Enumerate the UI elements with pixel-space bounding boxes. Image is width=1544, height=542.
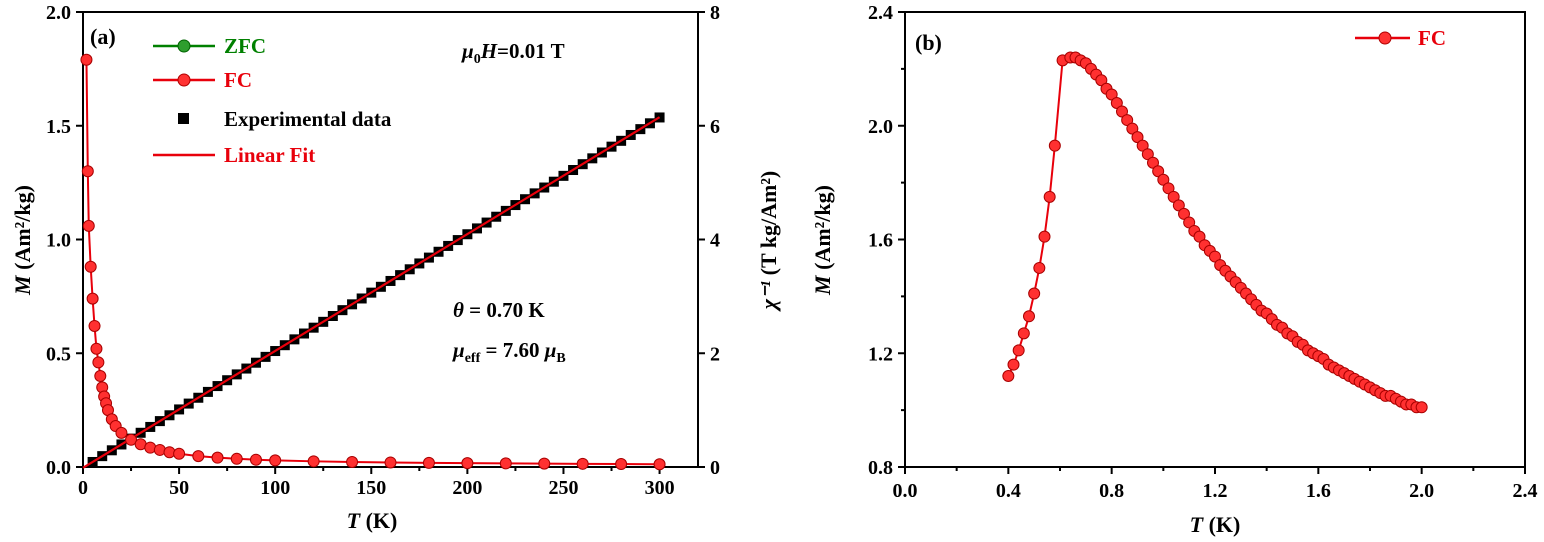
fc-point-a bbox=[86, 292, 99, 305]
y-tick-label-a: 1.0 bbox=[46, 230, 71, 252]
y2-tick-label-a: 4 bbox=[710, 230, 720, 252]
x-tick-label-a: 50 bbox=[169, 477, 189, 499]
fc-point-a bbox=[211, 451, 224, 464]
fc-point-a bbox=[384, 456, 397, 469]
y2-tick-label-a: 8 bbox=[710, 2, 720, 24]
fc-point-a bbox=[653, 458, 666, 471]
fc-point-a bbox=[90, 342, 103, 355]
fc-point-a bbox=[461, 457, 474, 470]
x-tick-label-b: 2.0 bbox=[1409, 480, 1434, 502]
fc-point-a bbox=[88, 319, 101, 332]
legend-exp-label: Experimental data bbox=[224, 107, 392, 131]
x-tick-label-a: 200 bbox=[452, 477, 482, 499]
fc-point-b bbox=[1017, 327, 1030, 340]
fc-point-a bbox=[538, 457, 551, 470]
fc-point-a bbox=[115, 426, 128, 439]
x-tick-label-b: 1.2 bbox=[1203, 480, 1228, 502]
fc-point-b bbox=[1038, 230, 1051, 243]
fc-point-a bbox=[81, 165, 94, 178]
legend-zfc-marker bbox=[177, 39, 191, 53]
x-tick-label-b: 2.4 bbox=[1513, 480, 1538, 502]
fc-point-a bbox=[499, 457, 512, 470]
y-tick-label-a: 1.5 bbox=[46, 116, 71, 138]
fc-point-a bbox=[80, 53, 93, 66]
y-axis-label-b: M (Am²/kg) bbox=[810, 185, 835, 296]
fc-point-a bbox=[82, 219, 95, 232]
theta-annotation: θ = 0.70 K bbox=[453, 298, 545, 322]
fc-point-a bbox=[307, 455, 320, 468]
x-tick-label-b: 0.8 bbox=[1099, 480, 1124, 502]
legend-fc-label: FC bbox=[224, 68, 252, 92]
fc-point-b bbox=[1012, 344, 1025, 357]
fc-point-a bbox=[125, 433, 138, 446]
panel-label-b: (b) bbox=[915, 30, 942, 55]
fc-point-b bbox=[1415, 401, 1428, 414]
plot-frame-b bbox=[904, 11, 1526, 468]
legend-b-fc-label: FC bbox=[1418, 26, 1446, 50]
x-axis-label-b: T (K) bbox=[1190, 512, 1241, 537]
y2-tick-label-a: 2 bbox=[710, 343, 720, 365]
y-tick-label-b: 2.0 bbox=[868, 116, 893, 138]
y-tick-label-b: 0.8 bbox=[868, 457, 893, 479]
fc-point-b bbox=[1007, 358, 1020, 371]
legend-b-fc-marker bbox=[1378, 31, 1392, 45]
fc-point-a bbox=[94, 370, 107, 382]
fc-point-a bbox=[249, 453, 262, 466]
linear-fit-line bbox=[82, 116, 661, 469]
y-axis-label-a: M (Am²/kg) bbox=[10, 185, 35, 296]
fc-point-a bbox=[192, 450, 205, 463]
mueff-annotation: μeff = 7.60 μB bbox=[452, 338, 566, 366]
y-tick-label-b: 1.2 bbox=[868, 343, 893, 365]
fc-point-a bbox=[576, 457, 589, 470]
fc-point-b bbox=[1028, 287, 1041, 300]
legend-zfc-label: ZFC bbox=[224, 34, 266, 58]
legend-b: FC bbox=[1355, 26, 1446, 50]
fc-point-b bbox=[1048, 139, 1061, 152]
y-tick-label-a: 0.0 bbox=[46, 457, 71, 479]
fc-point-a bbox=[92, 356, 105, 369]
x-tick-label-a: 0 bbox=[78, 477, 88, 499]
x-tick-label-a: 300 bbox=[645, 477, 675, 499]
y-tick-label-a: 2.0 bbox=[46, 2, 71, 24]
y2-axis-label-a: χ⁻¹ (T kg/Am²) bbox=[756, 171, 781, 313]
x-tick-label-b: 0.4 bbox=[996, 480, 1021, 502]
field-annotation: μ0H=0.01 T bbox=[461, 39, 565, 67]
fc-point-a bbox=[269, 454, 282, 467]
x-tick-label-a: 150 bbox=[356, 477, 386, 499]
x-tick-label-a: 100 bbox=[260, 477, 290, 499]
panel-a: 0 50 100 150 200 250 300 0.0 0.5 1.0 1.5 2.0 0 2 4 6 8 (… bbox=[10, 2, 781, 533]
x-tick-label-b: 0.0 bbox=[893, 480, 918, 502]
fc-point-b bbox=[1023, 310, 1035, 323]
y-tick-label-b: 1.6 bbox=[868, 230, 893, 252]
legend-a: ZFC FC Experimental data Linear Fit bbox=[153, 34, 392, 167]
legend-fc-marker bbox=[177, 73, 191, 87]
fc-point-a bbox=[346, 455, 359, 468]
x-tick-label-a: 250 bbox=[548, 477, 578, 499]
panel-b: 0.0 0.4 0.8 1.2 1.6 2.0 2.4 0.8 1.2 1.6 2.0 2.4 (b)… bbox=[810, 2, 1538, 537]
fc-point-b bbox=[1043, 190, 1056, 203]
fc-point-b bbox=[1033, 261, 1046, 274]
fc-point-a bbox=[615, 458, 628, 471]
fc-point-a bbox=[173, 447, 186, 460]
fc-point-a bbox=[84, 260, 97, 273]
fc-point-a bbox=[230, 452, 243, 465]
y-tick-label-a: 0.5 bbox=[46, 343, 71, 365]
fc-point-b bbox=[1002, 370, 1015, 382]
y2-tick-label-a: 0 bbox=[710, 457, 720, 479]
legend-exp-marker bbox=[178, 113, 189, 124]
legend-fit-label: Linear Fit bbox=[224, 143, 315, 167]
y2-tick-label-a: 6 bbox=[710, 116, 720, 138]
x-axis-label-a: T (K) bbox=[347, 508, 398, 533]
fc-line-b bbox=[1007, 56, 1422, 409]
y-tick-label-b: 2.4 bbox=[868, 2, 893, 24]
x-tick-label-b: 1.6 bbox=[1306, 480, 1331, 502]
panel-label-a: (a) bbox=[90, 24, 116, 49]
fc-point-a bbox=[422, 456, 435, 469]
